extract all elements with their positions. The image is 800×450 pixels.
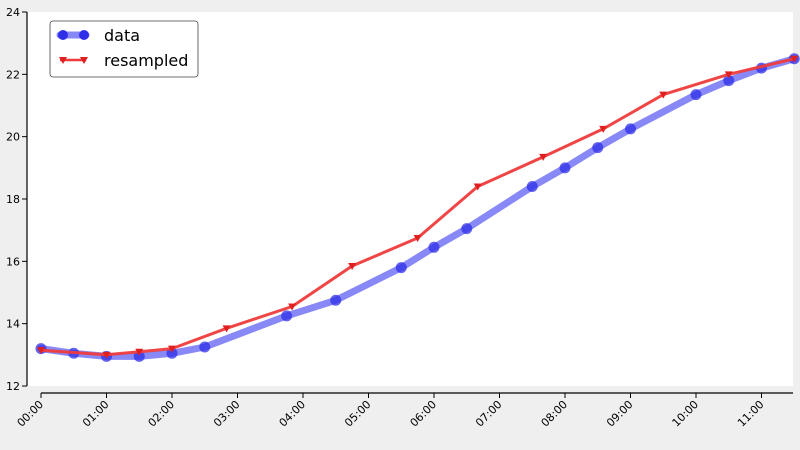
x-tick-label: 02:00 [146,398,178,430]
resampled-point [222,325,231,333]
legend-resampled-marker-left [59,57,67,64]
resampled-point [288,303,297,311]
y-tick-label: 22 [6,68,20,81]
resampled-point [168,345,176,353]
legend: data resampled [49,20,199,78]
series-layer [35,53,800,362]
resampled-point [102,351,111,359]
x-tick-label: 04:00 [277,398,309,430]
data-point [166,347,178,359]
data-point [330,294,342,306]
legend-resampled-marker-right [80,57,88,64]
series-line-resampled [40,57,795,357]
resampled-point [790,55,799,63]
data-point [395,262,407,274]
data-point [461,223,473,235]
resampled-point [37,347,45,355]
x-tick-label: 06:00 [408,398,440,430]
x-tick-label: 09:00 [604,398,636,430]
data-point [559,162,571,174]
y-tick-label: 20 [6,131,20,144]
resampled-point [724,71,733,79]
legend-label-data: data [104,26,140,45]
resampled-point [659,91,668,99]
x-tick-label: 10:00 [670,398,702,430]
series-resampled [37,55,799,359]
legend-data-marker-right [79,30,89,40]
resampled-point [599,125,608,133]
y-tick-label: 14 [6,318,20,331]
x-tick-label: 03:00 [211,398,243,430]
resampled-point [413,234,422,242]
resampled-point [348,263,357,271]
x-tick-label: 05:00 [342,398,374,430]
x-tick-label: 11:00 [735,398,767,430]
data-point [625,123,636,135]
x-tick-label: 07:00 [473,398,505,430]
y-tick-label: 16 [6,255,20,268]
y-tick-label: 12 [6,380,20,393]
resampled-point [135,348,144,356]
legend-data-marker-left [58,30,68,40]
y-axis-ticks: 12 14 16 18 20 22 24 [6,6,27,393]
data-point [690,89,702,101]
data-point [133,350,145,362]
legend-label-resampled: resampled [104,51,188,70]
x-tick-label: 08:00 [539,398,571,430]
data-point [592,142,604,154]
data-point [428,241,440,253]
y-tick-label: 24 [6,6,20,19]
x-tick-label: 01:00 [80,398,112,430]
resampled-point [473,183,482,191]
y-tick-label: 18 [6,193,20,206]
data-point [199,341,211,353]
data-point [526,181,538,193]
x-tick-label: 00:00 [15,398,47,430]
x-axis-ticks: 00:00 01:00 02:00 03:00 04:00 05:00 06:00 07:00… [15,393,767,430]
resampled-point [539,153,548,161]
data-point [281,310,293,322]
data-point [723,75,735,87]
